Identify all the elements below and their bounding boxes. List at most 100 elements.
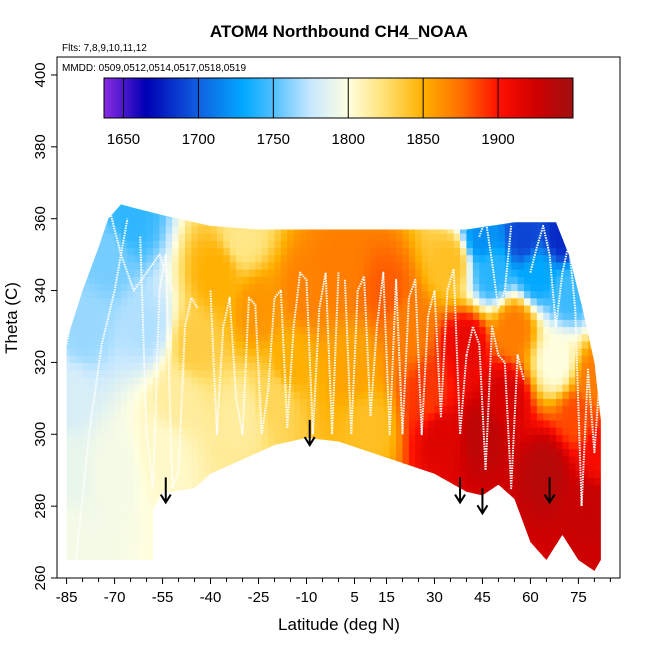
heatmap-cell	[325, 290, 333, 299]
heatmap-cell	[223, 268, 231, 277]
heatmap-cell	[530, 448, 538, 457]
heatmap-cell	[133, 434, 141, 443]
heatmap-cell	[216, 477, 224, 486]
heatmap-cell	[504, 340, 512, 349]
heatmap-cell	[536, 491, 544, 500]
heatmap-cell	[498, 254, 506, 263]
heatmap-cell	[229, 247, 237, 256]
heatmap-cell	[216, 470, 224, 478]
heatmap-cell	[338, 369, 346, 378]
heatmap-cell	[472, 441, 480, 450]
heatmap-cell	[479, 441, 487, 450]
heatmap-cell	[485, 441, 493, 450]
heatmap-cell	[339, 571, 346, 579]
heatmap-cell	[66, 297, 71, 306]
heatmap-cell	[133, 405, 141, 414]
heatmap-cell	[261, 204, 269, 205]
heatmap-cell	[184, 369, 192, 378]
heatmap-cell	[460, 254, 468, 263]
heatmap-cell	[101, 297, 109, 306]
heatmap-cell	[364, 448, 372, 457]
heatmap-cell	[440, 563, 448, 571]
heatmap-cell	[133, 261, 141, 270]
heatmap-cell	[287, 534, 295, 543]
heatmap-cell	[472, 204, 480, 213]
heatmap-cell	[517, 233, 525, 241]
heatmap-cell	[159, 534, 167, 543]
heatmap-cell	[248, 491, 256, 500]
heatmap-cell	[88, 283, 96, 292]
heatmap-cell	[223, 527, 231, 536]
heatmap-cell	[261, 333, 269, 342]
heatmap-cell	[357, 204, 365, 205]
heatmap-cell	[204, 304, 212, 313]
heatmap-cell	[114, 513, 122, 522]
heatmap-cell	[466, 247, 474, 256]
heatmap-cell	[76, 290, 84, 299]
heatmap-cell	[159, 319, 167, 328]
y-axis-label: Theta (C)	[2, 282, 21, 354]
heatmap-cell	[492, 427, 500, 435]
heatmap-cell	[575, 484, 583, 493]
heatmap-cell	[517, 434, 525, 443]
heatmap-cell	[396, 247, 404, 256]
heatmap-cell	[88, 290, 96, 299]
heatmap-cell	[312, 542, 320, 550]
heatmap-cell	[306, 563, 314, 571]
heatmap-cell	[223, 376, 231, 385]
heatmap-cell	[408, 340, 416, 349]
heatmap-cell	[376, 312, 384, 320]
heatmap-cell	[588, 556, 596, 565]
heatmap-cell	[357, 398, 365, 407]
heatmap-cell	[344, 463, 352, 471]
heatmap-cell	[517, 513, 525, 522]
heatmap-cell	[69, 498, 77, 507]
heatmap-cell	[549, 348, 557, 356]
heatmap-cell	[236, 513, 244, 522]
heatmap-cell	[581, 233, 589, 241]
heatmap-cell	[293, 448, 301, 457]
heatmap-cell	[434, 276, 442, 284]
heatmap-cell	[159, 225, 167, 234]
heatmap-cell	[453, 448, 461, 457]
heatmap-cell	[511, 326, 519, 335]
down-arrow-icon	[476, 488, 489, 516]
heatmap-cell	[460, 477, 468, 486]
heatmap-cell	[165, 563, 173, 571]
heatmap-cell	[140, 527, 148, 536]
heatmap-cell	[453, 304, 461, 313]
heatmap-cell	[351, 412, 359, 421]
heatmap-cell	[479, 527, 487, 536]
heatmap-cell	[600, 534, 601, 543]
heatmap-cell	[511, 520, 519, 529]
heatmap-cell	[281, 571, 288, 579]
heatmap-cell	[485, 563, 493, 571]
heatmap-cell	[184, 542, 192, 550]
heatmap-cell	[472, 383, 480, 392]
heatmap-cell	[428, 204, 436, 213]
heatmap-cell	[460, 312, 468, 320]
heatmap-cell	[204, 362, 212, 371]
heatmap-cell	[600, 348, 601, 356]
heatmap-cell	[82, 218, 90, 227]
heatmap-cell	[524, 412, 532, 421]
heatmap-cell	[402, 211, 410, 220]
heatmap-cell	[236, 427, 244, 435]
heatmap-cell	[357, 427, 365, 435]
heatmap-cell	[562, 369, 570, 378]
heatmap-cell	[543, 556, 551, 565]
heatmap-cell	[588, 254, 596, 263]
x-tick-label: 45	[474, 589, 491, 606]
heatmap-cell	[268, 304, 276, 313]
heatmap-cell	[57, 212, 64, 220]
heatmap-cell	[66, 527, 71, 536]
heatmap-cell	[434, 506, 442, 514]
heatmap-cell	[120, 427, 128, 435]
heatmap-cell	[415, 491, 423, 500]
heatmap-cell	[261, 513, 269, 522]
heatmap-cell	[274, 405, 282, 414]
heatmap-cell	[492, 549, 500, 558]
heatmap-cell	[408, 520, 416, 529]
heatmap-cell	[159, 312, 167, 320]
heatmap-cell	[421, 441, 429, 450]
